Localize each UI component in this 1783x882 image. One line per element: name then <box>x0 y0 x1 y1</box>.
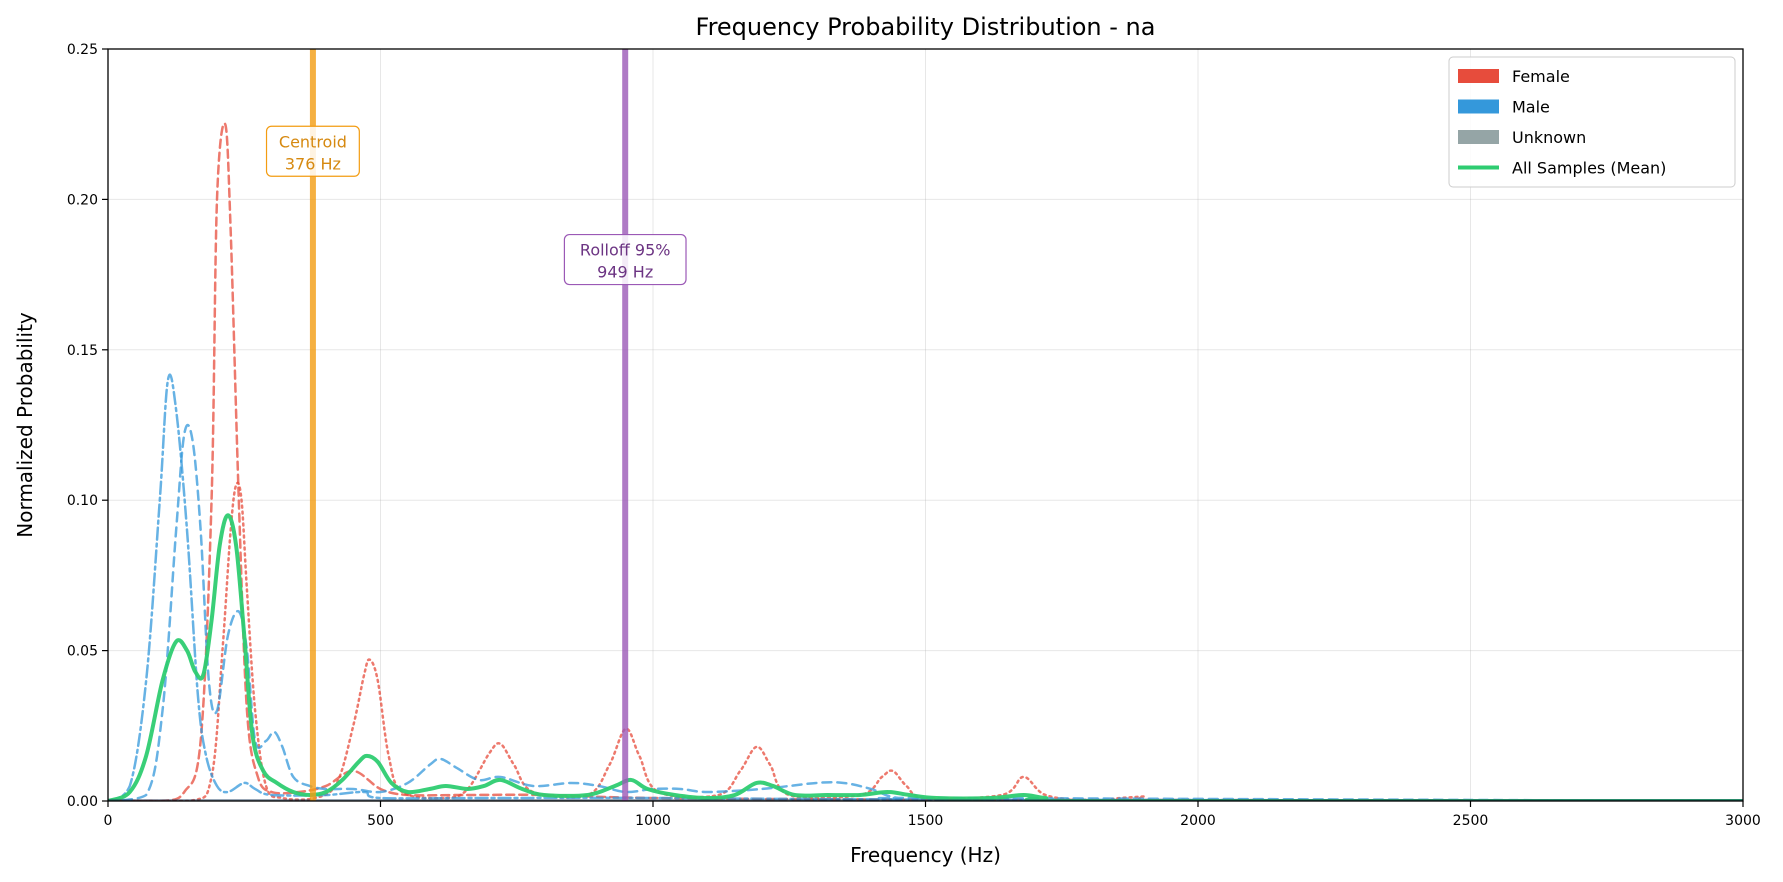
y-tick-label: 0.20 <box>67 192 98 208</box>
y-tick-label: 0.25 <box>67 42 98 58</box>
series-line-all-samples-mean-4 <box>108 513 1743 801</box>
centroid-annotation-value: 376 Hz <box>285 154 341 173</box>
legend-swatch-female <box>1458 69 1499 83</box>
series-layer <box>108 122 1743 801</box>
rolloff-95-annotation-label: Rolloff 95% <box>580 241 671 260</box>
legend: Female Male Unknown All Samples (Mean) <box>1448 56 1736 188</box>
marker-layer: Centroid 376 Hz Rolloff 95% 949 Hz <box>265 49 687 801</box>
x-axis-label: Frequency (Hz) <box>850 843 1001 867</box>
x-tick-label: 2500 <box>1453 813 1489 829</box>
chart-title: Frequency Probability Distribution - na <box>696 13 1156 41</box>
legend-label-male: Male <box>1512 98 1550 117</box>
centroid-annotation-box <box>265 125 360 177</box>
y-tick-label: 0.10 <box>67 493 98 509</box>
legend-box <box>1448 56 1736 188</box>
x-tick-label: 0 <box>104 813 113 829</box>
x-tick-label: 1000 <box>635 813 671 829</box>
legend-swatch-male <box>1458 99 1499 114</box>
rolloff-95-annotation-box <box>563 233 687 286</box>
legend-label-unknown: Unknown <box>1512 128 1586 147</box>
centroid-annotation: Centroid 376 Hz <box>265 125 360 177</box>
tick-layer: 0 500 1000 1500 2000 2500 3000 0.00 0.05 0.10 0.15… <box>67 42 1761 829</box>
series-line-male-3 <box>108 423 1743 801</box>
x-tick-label: 1500 <box>908 813 944 829</box>
x-tick-label: 3000 <box>1725 813 1761 829</box>
legend-swatch-unknown <box>1458 130 1499 144</box>
x-tick-label: 500 <box>367 813 394 829</box>
y-tick-label: 0.15 <box>67 343 98 359</box>
y-tick-label: 0.00 <box>67 794 98 810</box>
rolloff-95-annotation: Rolloff 95% 949 Hz <box>563 233 687 286</box>
legend-label-female: Female <box>1512 67 1570 86</box>
series-line-male-2 <box>108 373 1743 801</box>
rolloff-95-annotation-value: 949 Hz <box>597 263 653 282</box>
legend-label-all-samples-mean: All Samples (Mean) <box>1512 159 1666 178</box>
y-axis-label: Normalized Probability <box>13 312 37 538</box>
centroid-annotation-label: Centroid <box>279 132 347 151</box>
x-tick-label: 2000 <box>1180 813 1216 829</box>
y-tick-label: 0.05 <box>67 644 98 660</box>
